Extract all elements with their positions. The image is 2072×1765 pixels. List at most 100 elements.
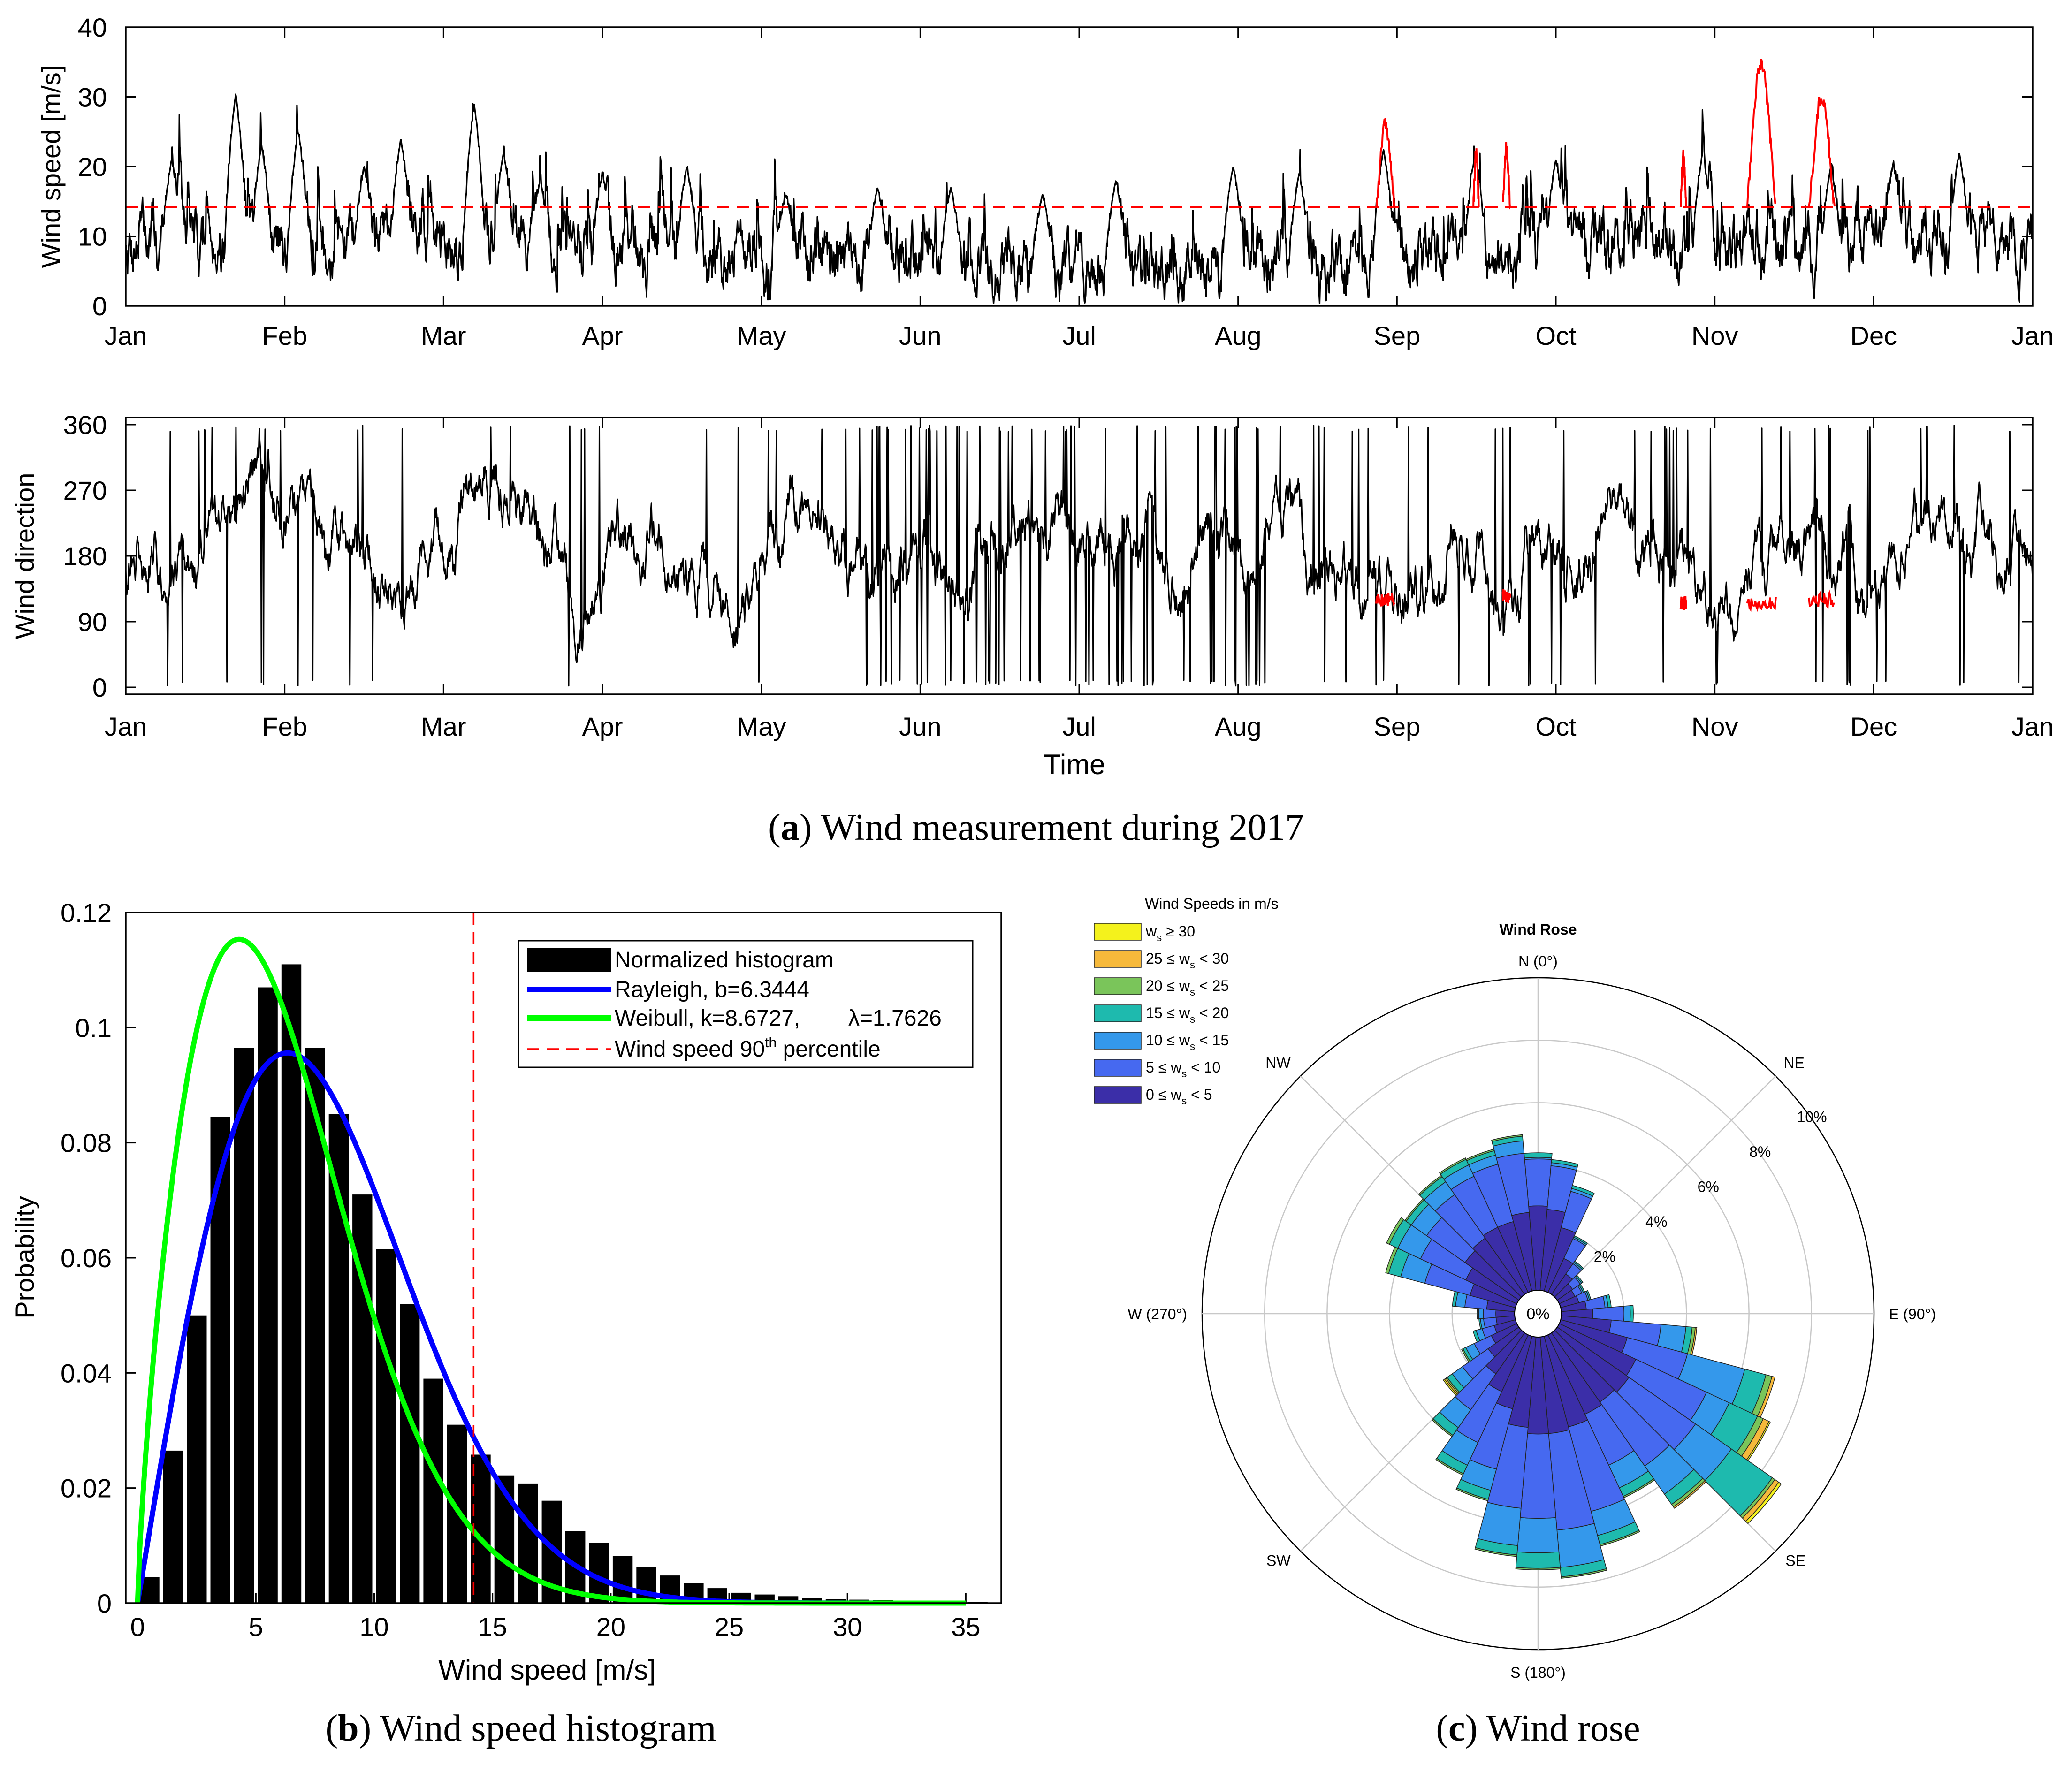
- histogram-xtick-label: 25: [715, 1612, 744, 1642]
- rose-ring-label: 6%: [1698, 1179, 1719, 1195]
- rose-legend-swatch: [1094, 1032, 1142, 1050]
- direction-event-line: [1375, 593, 1395, 607]
- rose-legend-label-sub: s: [1190, 1041, 1195, 1052]
- rose-center: [1514, 1290, 1562, 1338]
- rose-legend-label-main: 15 ≤ w: [1146, 1004, 1190, 1021]
- rose-direction-label: SW: [1266, 1552, 1291, 1569]
- rose-ring-label: 2%: [1594, 1248, 1615, 1265]
- histogram-bar: [187, 1315, 207, 1603]
- direction-event-line: [1746, 597, 1777, 612]
- speed-ytick-label: 30: [78, 83, 107, 112]
- histogram-x-axis-label: Wind speed [m/s]: [438, 1654, 656, 1686]
- rose-legend-label-main: 10 ≤ w: [1146, 1032, 1190, 1049]
- direction-xtick-label: Jan: [105, 712, 147, 741]
- speed-event-line: [1679, 149, 1687, 207]
- speed-ytick-label: 20: [78, 152, 107, 182]
- histogram-ticks: 0 5 10 15 20 25 30 35 0 0.02 0.04 0.06 0.08 0.1 0.12: [61, 898, 980, 1642]
- wind-speed-chart: 0 10 20 30 40 Jan Feb Mar Apr May Jun Jul Aug Sep Oct…: [36, 13, 2054, 350]
- histogram-xtick-label: 30: [833, 1612, 862, 1642]
- speed-xtick-label: Dec: [1851, 321, 1897, 350]
- rose-legend-label-sub: s: [1190, 1013, 1195, 1025]
- wind-direction-highlighted-events: [1375, 589, 1836, 612]
- rose-sector-segment: [1478, 1308, 1484, 1319]
- speed-xtick-label: Mar: [421, 321, 466, 350]
- speed-ytick-label: 10: [78, 222, 107, 251]
- rose-legend-label-main: 5 ≤ w: [1146, 1059, 1182, 1076]
- wind-speed-y-axis-label: Wind speed [m/s]: [36, 65, 66, 268]
- caption-c-text: Wind rose: [1478, 1708, 1640, 1749]
- rose-legend-label-main: w: [1145, 923, 1157, 940]
- caption-a: (a) Wind measurement during 2017: [768, 807, 1304, 848]
- histogram-bar: [163, 1450, 183, 1603]
- caption-a-text: Wind measurement during 2017: [812, 807, 1303, 848]
- speed-xtick-label: Apr: [582, 321, 623, 350]
- rose-center-label: 0%: [1526, 1305, 1549, 1323]
- rose-legend-label-sub: s: [1157, 932, 1162, 943]
- rose-legend-label: 0 ≤ ws < 5: [1146, 1086, 1212, 1107]
- wind-direction-axes-box: [125, 417, 2034, 695]
- speed-event-line: [1501, 142, 1511, 210]
- rose-legend-swatch: [1094, 977, 1142, 995]
- wind-speed-y-ticks: 0 10 20 30 40: [78, 13, 2033, 321]
- speed-xtick-label: Aug: [1215, 321, 1262, 350]
- rose-ring-label: 8%: [1749, 1143, 1771, 1160]
- direction-ytick-label: 180: [63, 541, 107, 571]
- histogram-bar: [376, 1249, 396, 1603]
- rose-direction-label: NW: [1265, 1055, 1291, 1072]
- speed-event-line: [1808, 97, 1836, 207]
- legend-label-histogram: Normalized histogram: [615, 948, 834, 973]
- rose-legend-label-sub: s: [1181, 1095, 1187, 1107]
- rose-legend-label: 10 ≤ ws < 15: [1146, 1032, 1229, 1052]
- rose-legend-label-main: 0 ≤ w: [1146, 1086, 1182, 1103]
- rose-spoke: [1554, 1075, 1776, 1298]
- histogram-bar: [281, 964, 302, 1603]
- wind-speed-series-line: [125, 93, 2034, 304]
- rose-legend-label-tail: < 5: [1187, 1086, 1212, 1103]
- histogram-ytick-label: 0: [97, 1589, 112, 1618]
- rose-legend-label: 15 ≤ ws < 20: [1146, 1004, 1229, 1025]
- caption-b-letter: b: [338, 1708, 359, 1749]
- direction-xtick-label: Dec: [1851, 712, 1897, 741]
- rose-legend-label: 25 ≤ ws < 30: [1146, 950, 1229, 971]
- caption-b-text: Wind speed histogram: [371, 1708, 716, 1749]
- legend-label-rayleigh: Rayleigh, b=6.3444: [615, 977, 809, 1002]
- rose-legend-label-sub: s: [1190, 959, 1195, 971]
- direction-event-line: [1679, 596, 1687, 610]
- rose-legend-label-main: 20 ≤ w: [1146, 977, 1190, 994]
- rose-legend-swatch: [1094, 1059, 1142, 1077]
- wind-direction-y-ticks: 0 90 180 270 360: [63, 410, 2033, 702]
- rose-sector-segment: [1483, 1308, 1497, 1319]
- legend-label-percentile: Wind speed 90th percentile: [615, 1035, 881, 1062]
- histogram-xtick-label: 10: [359, 1612, 388, 1642]
- histogram-ytick-label: 0.04: [61, 1358, 112, 1388]
- direction-xtick-label: Oct: [1535, 712, 1577, 741]
- wind-direction-x-ticks: Jan Feb Mar Apr May Jun Jul Aug Sep Oct Nov Dec Jan: [105, 418, 2054, 741]
- caption-c: (c) Wind rose: [1436, 1708, 1640, 1749]
- rose-legend-label-tail: < 25: [1195, 977, 1229, 994]
- rose-legend-label-tail: ≥ 30: [1162, 923, 1195, 940]
- rose-direction-label: NE: [1783, 1055, 1804, 1072]
- speed-xtick-label: Jun: [899, 321, 941, 350]
- direction-ytick-label: 360: [63, 410, 107, 440]
- histogram-ytick-label: 0.08: [61, 1128, 112, 1158]
- histogram-bars: [139, 964, 988, 1603]
- time-x-axis-label: Time: [1044, 749, 1105, 780]
- speed-xtick-label: Sep: [1374, 321, 1421, 350]
- rose-direction-label: SE: [1785, 1552, 1805, 1569]
- histogram-legend: Normalized histogram Rayleigh, b=6.3444 …: [518, 940, 974, 1068]
- rose-legend-label-tail: < 20: [1195, 1004, 1229, 1021]
- histogram-xtick-label: 5: [249, 1612, 263, 1642]
- wind-speed-highlighted-events: [1376, 59, 1836, 210]
- rose-legend-label: 5 ≤ ws < 10: [1146, 1059, 1220, 1080]
- caption-b: (b) Wind speed histogram: [326, 1708, 716, 1749]
- histogram-bar: [234, 1048, 254, 1603]
- rose-legend-label-tail: < 10: [1187, 1059, 1220, 1076]
- histogram-ytick-label: 0.12: [61, 898, 112, 928]
- direction-ytick-label: 270: [63, 476, 107, 505]
- speed-event-line: [1376, 118, 1396, 208]
- histogram-ytick-label: 0.02: [61, 1474, 112, 1503]
- direction-xtick-label: May: [737, 712, 786, 741]
- wind-direction-chart: 0 90 180 270 360 Jan Feb Mar Apr May Jun Jul Aug Sep…: [10, 410, 2054, 780]
- speed-event-line: [1472, 148, 1480, 208]
